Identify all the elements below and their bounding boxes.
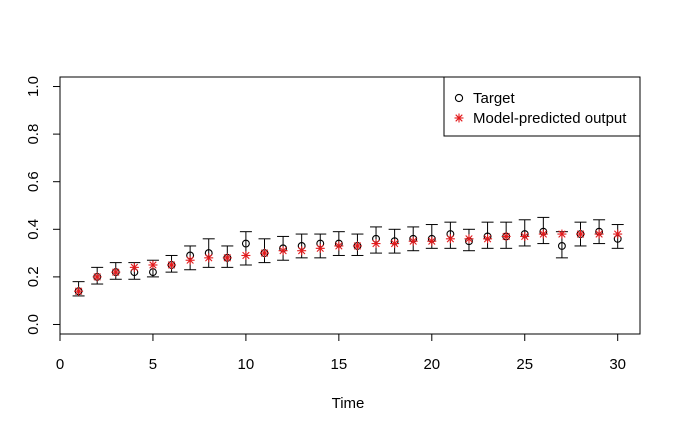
model-point [538, 229, 548, 239]
x-tick-label: 5 [149, 356, 157, 373]
y-tick-label: 0.4 [25, 219, 42, 240]
model-point [222, 253, 232, 263]
legend-target-label: Target [473, 90, 516, 107]
y-tick-label: 0.0 [25, 314, 42, 335]
target-point [557, 242, 566, 250]
x-tick-label: 15 [331, 356, 348, 373]
model-series [74, 229, 623, 296]
x-tick-label: 30 [609, 356, 626, 373]
x-axis: 0 5 10 15 20 25 30 [56, 333, 626, 373]
model-point [520, 231, 530, 241]
model-point [297, 246, 307, 256]
y-axis: 0.0 0.2 0.4 0.6 0.8 1.0 [25, 76, 61, 335]
model-point [594, 229, 604, 239]
legend-target-marker [454, 93, 464, 103]
model-point [371, 239, 381, 249]
error-bar [239, 231, 252, 266]
model-point [92, 272, 102, 282]
model-point [241, 250, 251, 260]
y-tick-label: 0.2 [25, 266, 42, 287]
error-bar [202, 238, 215, 268]
model-point [557, 229, 567, 239]
x-tick-label: 10 [238, 356, 255, 373]
x-tick-label: 25 [516, 356, 533, 373]
model-point [483, 234, 493, 244]
legend-box [443, 76, 641, 137]
model-point [390, 239, 400, 249]
model-point [167, 260, 177, 270]
model-point [464, 234, 474, 244]
y-tick-label: 0.8 [25, 124, 42, 145]
y-tick-label: 1.0 [25, 76, 42, 97]
target-point [241, 239, 250, 248]
legend-model-marker [454, 113, 464, 123]
legend-model-label: Model-predicted output [473, 110, 627, 127]
x-tick-label: 0 [56, 356, 64, 373]
model-point [334, 241, 344, 251]
target-series [74, 227, 622, 296]
model-point [408, 236, 418, 246]
model-point [129, 262, 139, 272]
legend: Target Model-predicted output [443, 76, 641, 137]
model-point [204, 253, 214, 263]
model-point [613, 229, 623, 239]
model-point [278, 246, 288, 256]
model-point [576, 229, 586, 239]
model-point [185, 255, 195, 265]
model-point [352, 241, 362, 251]
model-point [111, 267, 121, 277]
model-point [501, 231, 511, 241]
y-tick-label: 0.6 [25, 171, 42, 192]
model-point [148, 260, 158, 270]
model-point [427, 236, 437, 246]
model-point [315, 243, 325, 253]
model-point [74, 286, 84, 296]
x-tick-label: 20 [423, 356, 440, 373]
model-point [259, 248, 269, 258]
model-point [445, 234, 455, 244]
x-axis-title: Time [332, 395, 365, 412]
